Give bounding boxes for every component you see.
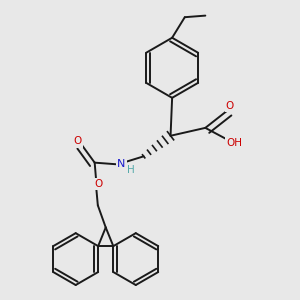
Text: O: O	[73, 136, 81, 146]
Text: H: H	[127, 165, 134, 175]
Text: N: N	[117, 159, 126, 169]
Text: O: O	[95, 179, 103, 189]
Text: O: O	[226, 101, 234, 111]
Text: OH: OH	[226, 138, 242, 148]
